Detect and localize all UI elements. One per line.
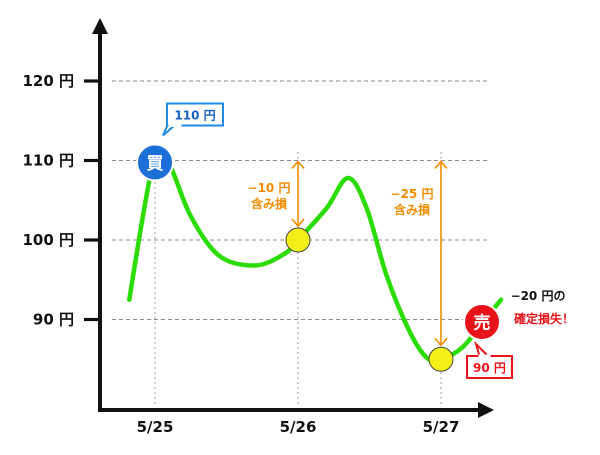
loss-amount-label: −10 円	[248, 181, 291, 195]
buy-callout-label: 110 円	[174, 109, 215, 123]
x-tick-label: 5/26	[280, 418, 317, 436]
buy-callout-join	[168, 123, 182, 127]
x-tick-label: 5/25	[137, 418, 174, 436]
loss-arrow-head-down	[434, 337, 448, 347]
loss-amount-label: −25 円	[391, 187, 434, 201]
loss-caption-label: 含み損	[394, 202, 431, 217]
axis-layer	[84, 18, 494, 418]
loss-arrow-head-up	[434, 160, 448, 170]
y-tick-label: 110 円	[22, 152, 74, 170]
realized-loss-amount: −20 円の	[511, 289, 566, 303]
x-tick-label: 5/27	[423, 418, 460, 436]
y-axis-arrow	[92, 18, 108, 34]
buy-badge-label: 買	[147, 154, 164, 174]
sell-callout-label: 90 円	[473, 361, 506, 375]
label-layer: 90 円 100 円 110 円 120 円 5/25 5/26 5/27 −20 円の確定損…	[22, 72, 574, 436]
sell-callout-join	[478, 354, 491, 358]
series-layer	[127, 154, 504, 364]
loss-arrow-head-down	[291, 218, 305, 228]
sell-badge-label: 売	[474, 313, 491, 334]
loss-arrow-head-up	[291, 160, 305, 170]
price-line	[127, 154, 504, 364]
buy-badge	[136, 143, 174, 182]
checkpoint-marker	[285, 227, 311, 253]
y-tick-label: 100 円	[22, 231, 74, 249]
marker-layer: 買 110 円売 90 円	[136, 102, 513, 379]
y-tick-label: 120 円	[22, 72, 74, 90]
realized-loss-caption: 確定損失！	[514, 311, 574, 326]
loss-caption-label: 含み損	[251, 196, 288, 211]
buy-price-callout: 110 円	[162, 102, 224, 137]
sell-price-callout: 90 円	[466, 340, 513, 379]
x-axis-arrow	[478, 402, 494, 418]
checkpoint-marker	[428, 346, 454, 372]
y-tick-label: 90 円	[33, 311, 74, 329]
buy-callout-box	[166, 102, 224, 127]
sell-badge	[463, 303, 501, 341]
